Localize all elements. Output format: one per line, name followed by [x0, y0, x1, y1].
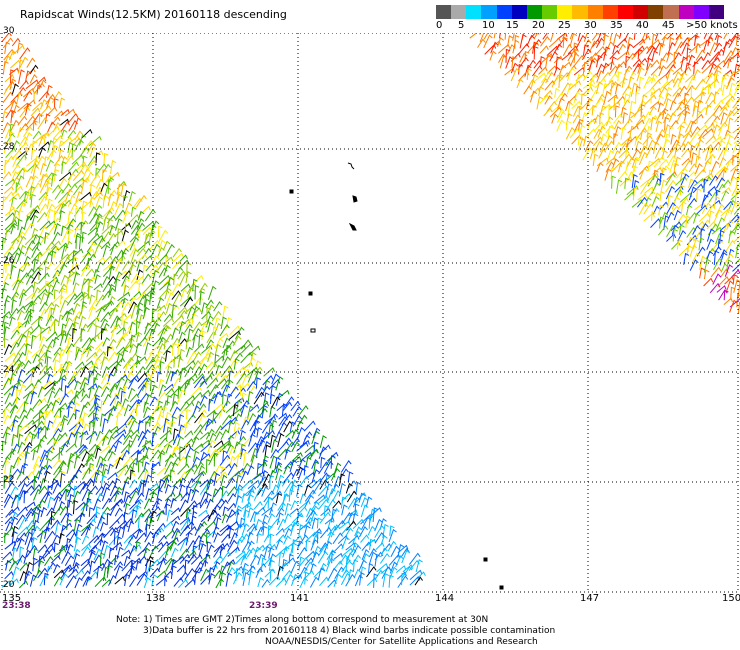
colorbar-swatch: [663, 5, 679, 19]
lon-label-150: 150: [722, 593, 740, 604]
lat-label-26: 26: [3, 256, 15, 266]
colorbar-swatch: [542, 5, 558, 19]
lon-label-147: 147: [580, 593, 600, 604]
map-title: Rapidscat Winds(12.5KM) 20160118 descend…: [20, 8, 287, 21]
lat-label-30: 30: [3, 26, 15, 36]
colorbar-swatch: [602, 5, 618, 19]
colorbar-labels: 0 5 10 15 20 25 30 35 40 45 >50 knots: [430, 20, 740, 32]
footnotes: Note: 1) Times are GMT 2)Times along bot…: [116, 615, 555, 648]
colorbar-swatch: [648, 5, 664, 19]
colorbar-label: 30: [584, 20, 597, 31]
colorbar-label: 5: [458, 20, 465, 31]
colorbar-swatch: [693, 5, 709, 19]
colorbar-swatch: [511, 5, 527, 19]
colorbar-swatch: [708, 5, 724, 19]
time-label-start: 23:38: [2, 601, 31, 611]
wind-speed-colorbar: [436, 5, 724, 19]
colorbar-swatch: [617, 5, 634, 19]
time-label-mid: 23:39: [249, 601, 278, 611]
lat-label-22: 22: [3, 475, 15, 485]
lat-label-24: 24: [3, 365, 15, 375]
lon-label-138: 138: [146, 593, 166, 604]
wind-barb-map: [0, 33, 740, 593]
note-line-3: NOAA/NESDIS/Center for Satellite Applica…: [265, 637, 538, 647]
lon-label-144: 144: [435, 593, 455, 604]
colorbar-swatch: [466, 5, 482, 19]
lon-label-141: 141: [290, 593, 310, 604]
colorbar-label: 35: [610, 20, 623, 31]
colorbar-swatch: [557, 5, 573, 19]
colorbar-label: 25: [558, 20, 571, 31]
colorbar-swatch: [496, 5, 512, 19]
note-line-2: 3)Data buffer is 22 hrs from 20160118 4)…: [143, 626, 556, 636]
colorbar-label: 20: [532, 20, 545, 31]
colorbar-label: >50 knots: [686, 20, 738, 31]
lon-label-135: 135: [2, 593, 22, 604]
colorbar-swatch: [481, 5, 497, 19]
colorbar-label: 40: [636, 20, 649, 31]
lat-label-28: 28: [3, 142, 15, 152]
colorbar-label: 15: [506, 20, 519, 31]
wind-barbs: [1, 33, 740, 589]
colorbar-swatch: [436, 5, 452, 19]
colorbar-swatch: [451, 5, 467, 19]
colorbar-swatch: [526, 5, 543, 19]
lat-label-20: 20: [3, 580, 15, 590]
map-grid: [0, 33, 740, 593]
colorbar-label: 45: [662, 20, 675, 31]
colorbar-swatch: [678, 5, 694, 19]
note-line-1: Note: 1) Times are GMT 2)Times along bot…: [116, 615, 489, 625]
colorbar-swatch: [633, 5, 649, 19]
colorbar-swatch: [587, 5, 603, 19]
colorbar-label: 0: [436, 20, 443, 31]
colorbar-label: 10: [482, 20, 495, 31]
colorbar-swatch: [572, 5, 588, 19]
islands: [289, 162, 504, 590]
